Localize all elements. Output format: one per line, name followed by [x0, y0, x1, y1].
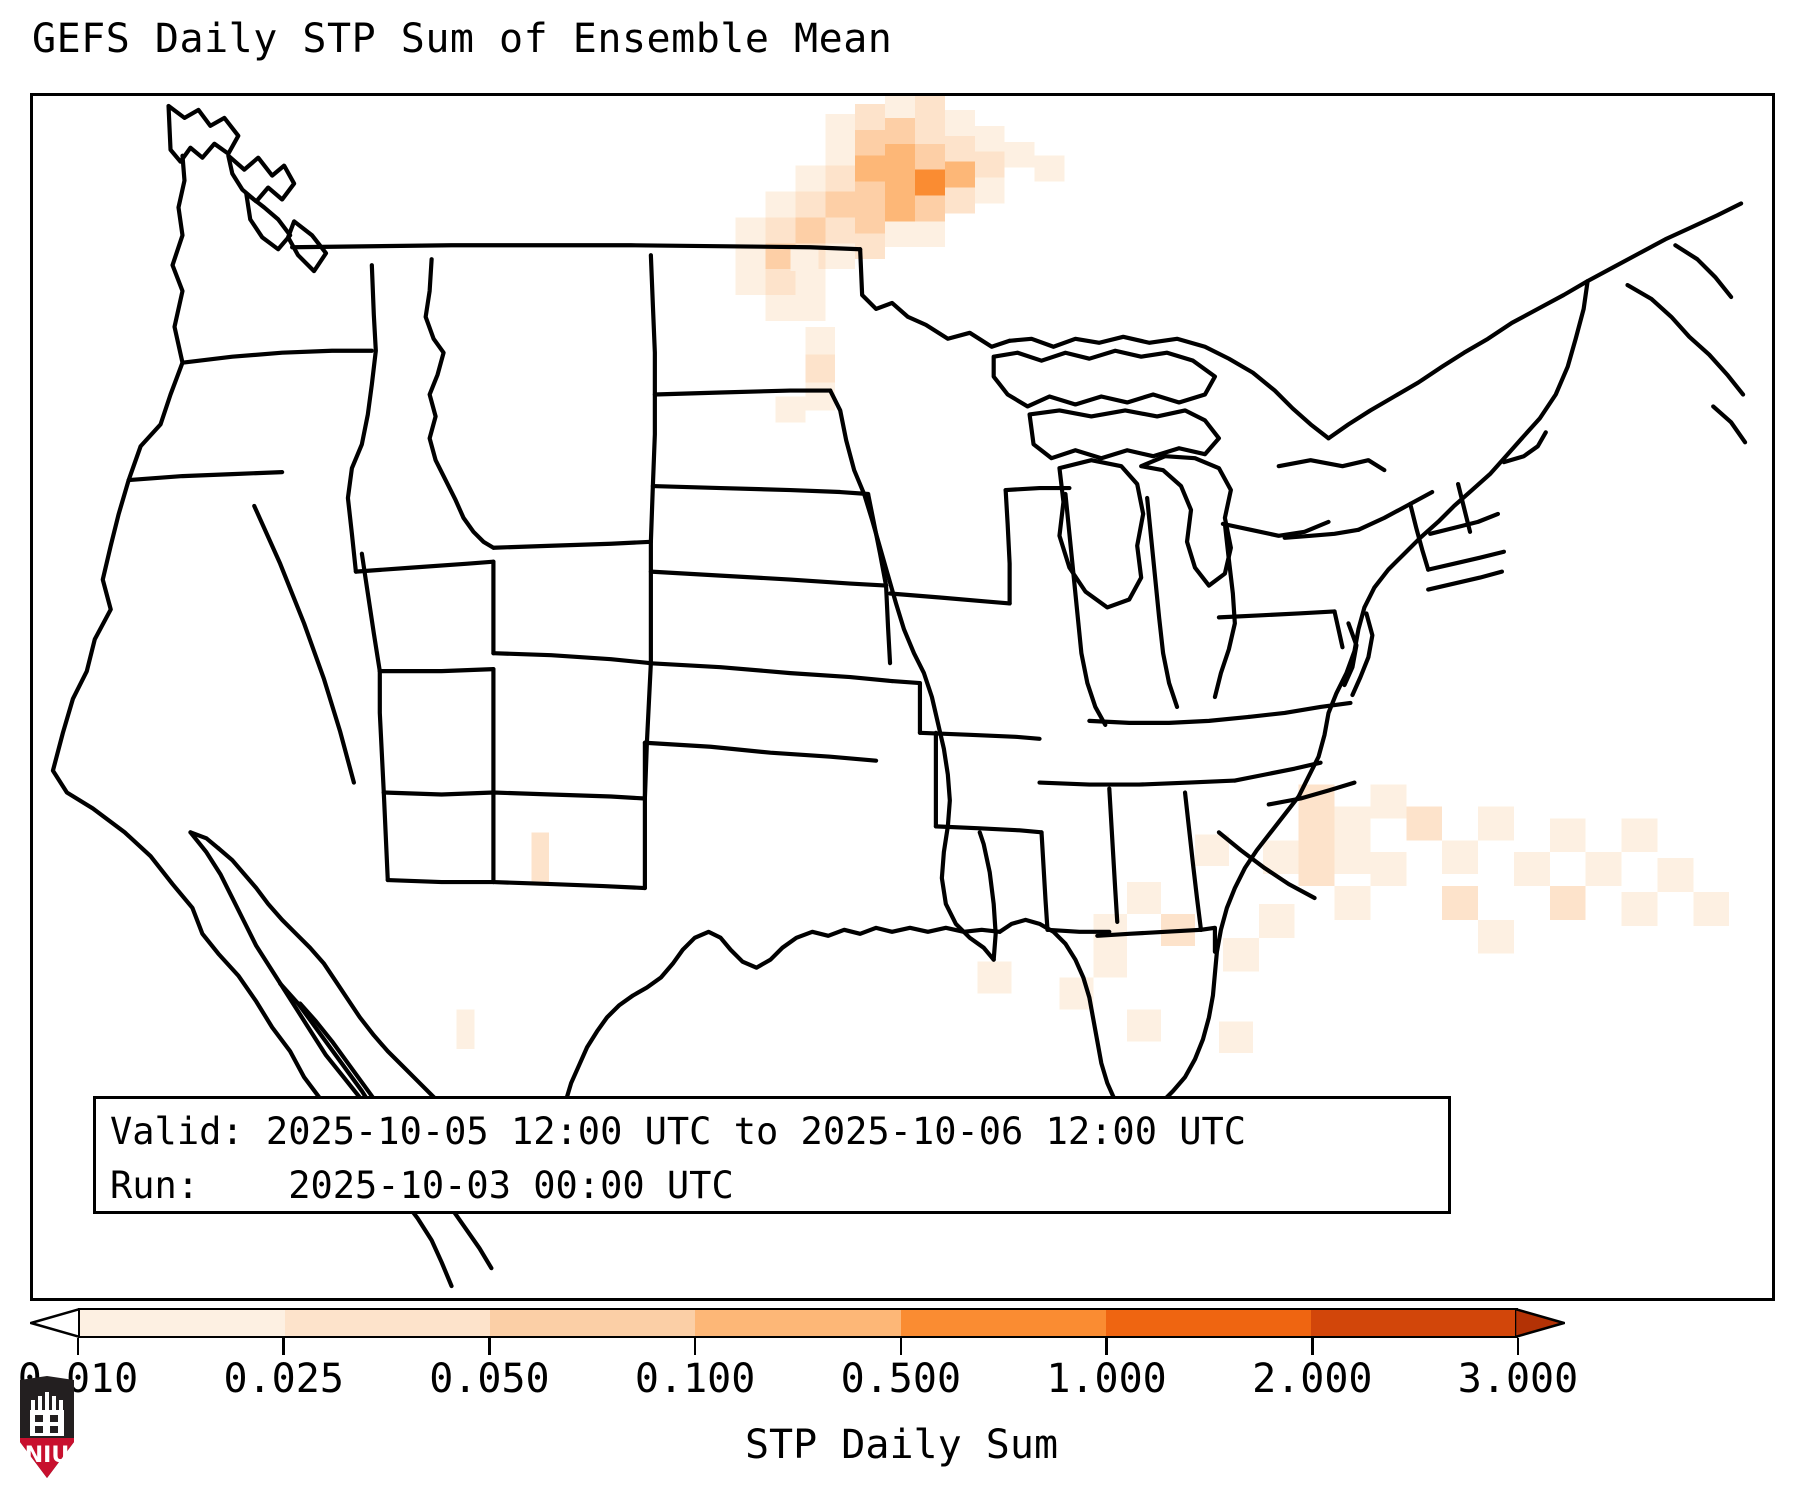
colorbar-tick-label-3: 0.100 [634, 1356, 756, 1402]
valid-run-info-box: Valid: 2025-10-05 12:00 UTC to 2025-10-0… [93, 1096, 1451, 1214]
colorbar-segment-1 [285, 1310, 491, 1336]
colorbar-tick-2 [488, 1338, 491, 1355]
map-svg [50, 96, 1748, 1289]
colorbar-gradient [78, 1308, 1518, 1338]
data-cells-layer [456, 96, 1730, 1054]
colorbar-tick-label-6: 2.000 [1252, 1356, 1373, 1402]
colorbar-over-arrow [1515, 1308, 1565, 1338]
colorbar-tick-4 [899, 1338, 903, 1355]
map-canvas [33, 96, 1772, 1298]
colorbar-ticks [76, 1338, 1520, 1356]
map-panel: Valid: 2025-10-05 12:00 UTC to 2025-10-0… [30, 93, 1775, 1301]
colorbar-tick-label-1: 0.025 [223, 1356, 344, 1402]
page-title: GEFS Daily STP Sum of Ensemble Mean [32, 16, 893, 62]
colorbar-tick-3 [693, 1338, 697, 1355]
colorbar-segment-4 [900, 1310, 1106, 1336]
niu-logo: NIU [20, 1376, 74, 1478]
colorbar-tick-1 [282, 1338, 285, 1355]
valid-time-line: Valid: 2025-10-05 12:00 UTC to 2025-10-0… [110, 1110, 1247, 1153]
colorbar-segment-0 [80, 1310, 286, 1336]
colorbar-axis-label: STP Daily Sum [744, 1422, 1059, 1468]
colorbar-segment-2 [490, 1310, 696, 1336]
colorbar-tick-6 [1311, 1338, 1314, 1355]
colorbar-under-arrow [30, 1308, 80, 1338]
run-time-line: Run: 2025-10-03 00:00 UTC [110, 1164, 734, 1207]
colorbar-tick-0 [76, 1338, 80, 1355]
colorbar-segment-3 [695, 1310, 901, 1336]
colorbar-tick-label-7: 3.000 [1457, 1356, 1579, 1402]
colorbar-tick-labels: 0.010 0.025 0.050 0.100 0.500 1.000 2.000 3.000 [18, 1356, 1775, 1406]
colorbar-segment-6 [1310, 1310, 1516, 1336]
niu-logo-text: NIU [25, 1443, 69, 1468]
colorbar-segment-5 [1105, 1310, 1311, 1336]
colorbar: 0.010 0.025 0.050 0.100 0.500 1.000 2.000 3.000 [18, 1308, 1775, 1402]
colorbar-tick-7 [1516, 1338, 1520, 1355]
colorbar-tick-5 [1105, 1338, 1108, 1355]
colorbar-tick-label-4: 0.500 [840, 1356, 962, 1402]
colorbar-tick-label-2: 0.050 [429, 1356, 550, 1402]
colorbar-tick-label-5: 1.000 [1046, 1356, 1167, 1402]
